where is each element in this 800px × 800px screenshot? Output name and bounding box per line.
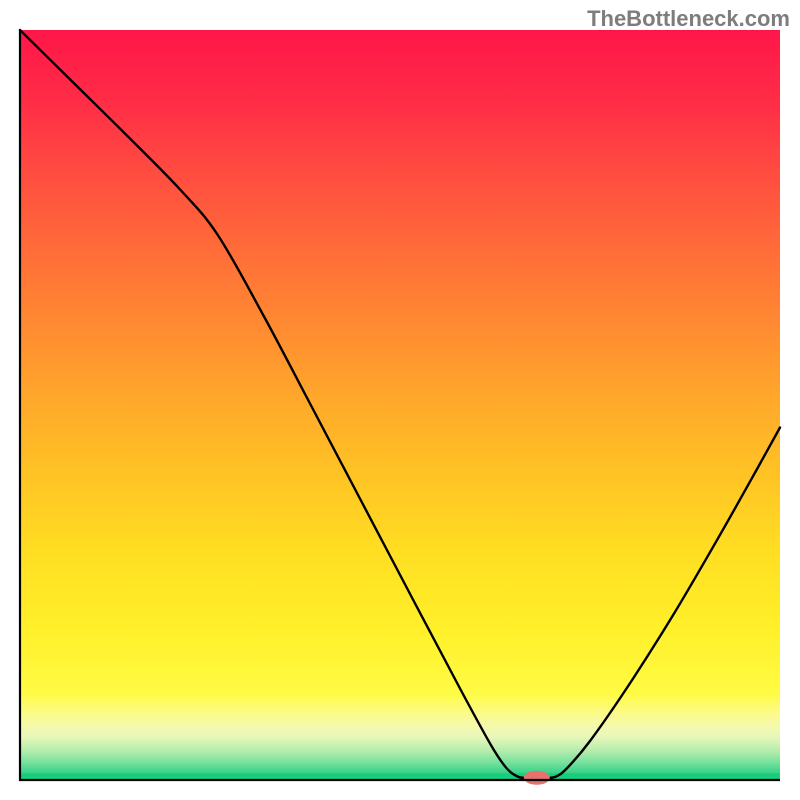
- optimal-marker: [524, 771, 550, 785]
- bottleneck-chart: TheBottleneck.com: [0, 0, 800, 800]
- watermark-text: TheBottleneck.com: [587, 6, 790, 32]
- chart-svg: [0, 0, 800, 800]
